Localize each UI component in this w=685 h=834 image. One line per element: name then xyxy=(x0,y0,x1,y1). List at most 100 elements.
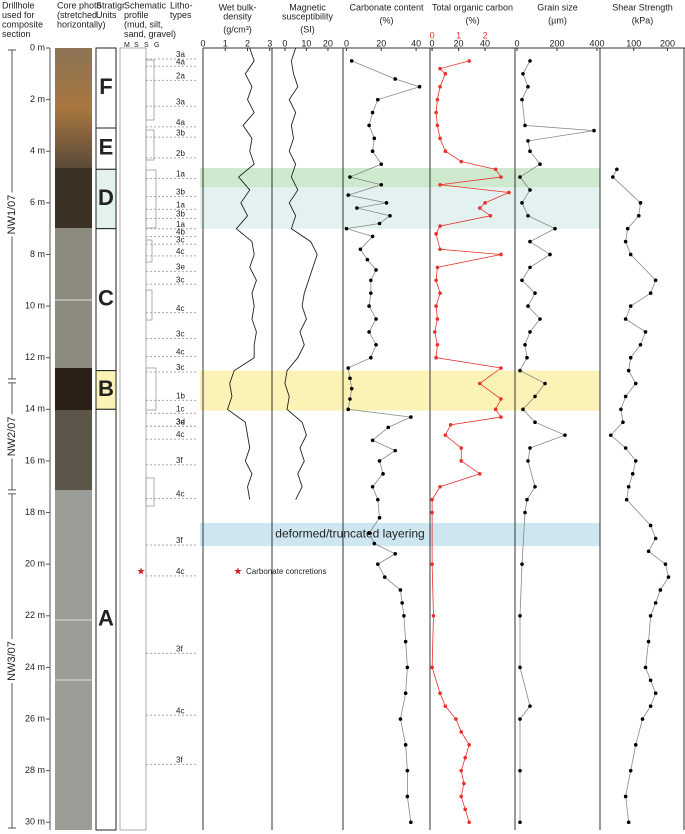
data-point xyxy=(443,149,448,154)
data-point xyxy=(463,807,468,812)
depth-label: 18 m xyxy=(25,507,45,517)
data-point xyxy=(348,175,352,179)
column-header: Schematic xyxy=(124,0,167,10)
data-point xyxy=(638,201,643,205)
data-point xyxy=(372,136,377,141)
data-point xyxy=(435,265,440,270)
data-point xyxy=(379,182,384,187)
data-point xyxy=(526,304,530,308)
column-header: profile xyxy=(124,10,149,20)
data-point xyxy=(493,407,498,412)
data-point xyxy=(381,472,385,476)
data-point xyxy=(348,376,352,381)
data-point xyxy=(653,601,658,605)
data-point xyxy=(369,278,373,283)
x-tick-label: 400 xyxy=(589,38,604,48)
litho-label: 1a xyxy=(176,201,185,210)
litho-label: 3f xyxy=(176,755,183,764)
data-point xyxy=(374,342,378,347)
data-point xyxy=(365,257,370,262)
data-point xyxy=(525,355,529,360)
data-point xyxy=(370,234,375,239)
legend-star: ★ xyxy=(234,567,243,578)
data-point xyxy=(459,730,464,734)
x-tick-label: 0 xyxy=(282,38,287,48)
depth-label: 28 m xyxy=(25,765,45,775)
data-point xyxy=(382,575,387,579)
depth-label: 14 m xyxy=(25,404,45,414)
depth-label: 30 m xyxy=(25,817,45,827)
data-point xyxy=(432,330,437,334)
data-point xyxy=(346,193,351,197)
litho-label: 2a xyxy=(176,71,185,80)
concretion-star: ★ xyxy=(137,567,146,578)
data-point xyxy=(628,768,633,773)
data-point xyxy=(526,213,530,218)
unit-label: B xyxy=(98,376,114,401)
data-point xyxy=(349,386,354,391)
data-point xyxy=(467,743,471,747)
x-tick-label: 0 xyxy=(430,30,435,40)
data-point xyxy=(459,794,464,799)
column-header: sand, gravel) xyxy=(124,29,176,39)
data-point xyxy=(346,366,351,370)
litho-label: 1a xyxy=(176,220,185,229)
data-point xyxy=(348,397,352,401)
data-point xyxy=(355,206,359,210)
data-point xyxy=(393,552,398,556)
data-point xyxy=(543,381,547,386)
data-point xyxy=(434,278,438,283)
drillhole-label: NW2/07 xyxy=(6,417,18,457)
data-point xyxy=(349,59,354,63)
data-point xyxy=(443,72,448,76)
data-point xyxy=(493,167,498,172)
unit-label: A xyxy=(98,605,114,630)
data-point xyxy=(372,541,377,546)
depth-label: 0 m xyxy=(30,42,45,52)
data-point xyxy=(454,717,458,721)
data-point xyxy=(648,523,653,528)
data-point xyxy=(633,381,638,386)
data-point xyxy=(488,213,493,218)
data-point xyxy=(633,743,638,747)
depth-label: 24 m xyxy=(25,662,45,672)
litho-label: 3f xyxy=(176,456,183,465)
band-label: deformed/truncated layering xyxy=(275,527,424,541)
panel-unit: (g/cm³) xyxy=(223,24,252,34)
data-point xyxy=(648,613,653,618)
data-point xyxy=(626,368,631,373)
data-point xyxy=(625,226,630,231)
column-header: composite xyxy=(2,19,43,29)
data-point xyxy=(520,97,524,102)
data-point xyxy=(467,59,471,63)
column-header: horizontally) xyxy=(57,19,106,29)
data-point xyxy=(367,531,371,536)
data-point xyxy=(648,678,653,683)
litho-label: 4a xyxy=(176,118,185,127)
litho-label: 3f xyxy=(176,536,183,545)
panel-title: Wet bulk- xyxy=(219,2,257,12)
data-point xyxy=(376,97,380,102)
litho-label: 3a xyxy=(176,97,185,106)
data-point xyxy=(528,265,532,270)
data-point xyxy=(435,97,440,102)
data-point xyxy=(443,433,448,437)
data-point xyxy=(379,162,384,166)
drillhole-label: NW3/07 xyxy=(6,641,18,681)
data-point xyxy=(533,484,537,489)
panel-unit: (%) xyxy=(466,15,480,25)
data-point xyxy=(467,820,471,825)
data-point xyxy=(499,366,503,370)
data-point xyxy=(405,794,410,799)
data-point xyxy=(653,691,658,696)
data-point xyxy=(507,190,511,195)
data-point xyxy=(518,368,522,373)
litho-label: 3c xyxy=(176,235,184,244)
x-tick-label: 100 xyxy=(626,38,641,48)
data-point xyxy=(377,459,382,463)
data-point xyxy=(643,665,648,670)
data-point xyxy=(477,206,482,210)
panel-title: Grain size xyxy=(537,2,578,12)
highlight-band xyxy=(200,168,600,188)
x-tick-label: 20 xyxy=(323,38,333,48)
